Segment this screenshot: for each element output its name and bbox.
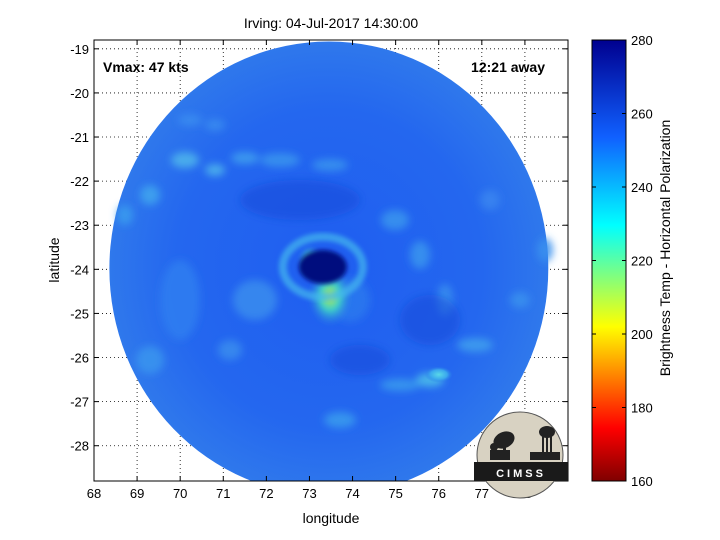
- swath-texture-blob: [457, 338, 493, 352]
- rainband-spot: [424, 366, 453, 383]
- swath-texture-blob: [380, 379, 420, 391]
- swath-texture-blob: [136, 346, 164, 374]
- swath-texture-blob: [410, 241, 430, 269]
- y-axis-title: latitude: [46, 237, 62, 282]
- swath-texture-blob: [178, 114, 202, 126]
- y-tick-label: -22: [70, 174, 89, 189]
- logo-text: CIMSS: [496, 468, 546, 480]
- y-tick-label: -27: [70, 395, 89, 410]
- x-tick-label: 68: [87, 486, 101, 501]
- y-tick-label: -21: [70, 130, 89, 145]
- colorbar-tick-label: 160: [631, 474, 653, 489]
- swath-dark-blob: [400, 295, 460, 345]
- y-tick-label: -25: [70, 306, 89, 321]
- x-tick-label: 77: [475, 486, 489, 501]
- distance-annotation: 12:21 away: [471, 59, 545, 75]
- x-tick-label: 74: [345, 486, 359, 501]
- swath-texture-blob: [218, 340, 242, 360]
- swath-texture: [117, 114, 553, 428]
- colorbar-tick-label: 180: [631, 401, 653, 416]
- x-tick-label: 76: [431, 486, 445, 501]
- swath-texture-blob: [205, 164, 225, 176]
- colorbar: 160 180 200 220 240 260 280 Brightness Temp - …: [591, 33, 673, 489]
- y-tick-label: -19: [70, 42, 89, 57]
- colorbar-tick-label: 200: [631, 327, 653, 342]
- colorbar-tick-label: 260: [631, 107, 653, 122]
- colorbar-tick-label: 220: [631, 254, 653, 269]
- swath-texture-blob: [480, 190, 500, 210]
- swath-texture-blob: [510, 292, 530, 308]
- swath-texture-blob: [231, 152, 259, 164]
- swath-texture-blob: [117, 205, 133, 225]
- x-tick-label: 72: [259, 486, 273, 501]
- colorbar-tick-label: 280: [631, 33, 653, 48]
- swath-texture-blob: [140, 185, 160, 205]
- swath-texture-blob: [171, 152, 199, 168]
- x-axis-ticks: 6869707172737475767778: [87, 40, 532, 501]
- y-tick-label: -28: [70, 439, 89, 454]
- swath-texture-blob: [205, 119, 225, 131]
- swath-texture-blob: [233, 280, 277, 320]
- eyewall-ring: [278, 232, 367, 301]
- x-tick-label: 71: [216, 486, 230, 501]
- colorbar-tick-label: 240: [631, 180, 653, 195]
- x-tick-label: 75: [388, 486, 402, 501]
- x-tick-label: 70: [173, 486, 187, 501]
- x-axis-title: longitude: [303, 510, 360, 526]
- swath-dark-regions: [240, 180, 460, 375]
- swath-dark-blob: [240, 180, 360, 220]
- colorbar-gradient: [591, 39, 627, 482]
- swath-texture-blob: [381, 210, 409, 230]
- swath-dark-blob: [330, 345, 390, 375]
- cyclone-eye: [298, 249, 347, 284]
- microwave-swath: [109, 41, 553, 481]
- colorbar-label: Brightness Temp - Horizontal Polarizatio…: [657, 120, 673, 377]
- chart-title: Irving: 04-Jul-2017 14:30:00: [244, 15, 419, 31]
- x-tick-label: 73: [302, 486, 316, 501]
- swath-texture-blob: [312, 159, 348, 171]
- swath-texture-blob: [324, 412, 356, 428]
- y-tick-label: -23: [70, 218, 89, 233]
- y-tick-label: -24: [70, 262, 89, 277]
- colorbar-ticks: 160 180 200 220 240 260 280: [592, 33, 653, 489]
- x-tick-label: 69: [130, 486, 144, 501]
- swath-texture-blob: [537, 238, 553, 262]
- y-tick-label: -26: [70, 351, 89, 366]
- cimss-logo: CIMSS: [474, 411, 568, 499]
- y-axis-ticks: -19 -20 -21 -22 -23 -24 -25 -26 -27 -28: [70, 42, 568, 454]
- y-tick-label: -20: [70, 86, 89, 101]
- swath-texture-blob: [260, 153, 300, 167]
- vmax-annotation: Vmax: 47 kts: [103, 59, 189, 75]
- plot-frame: [93, 39, 569, 482]
- swath-texture-blob: [160, 260, 200, 340]
